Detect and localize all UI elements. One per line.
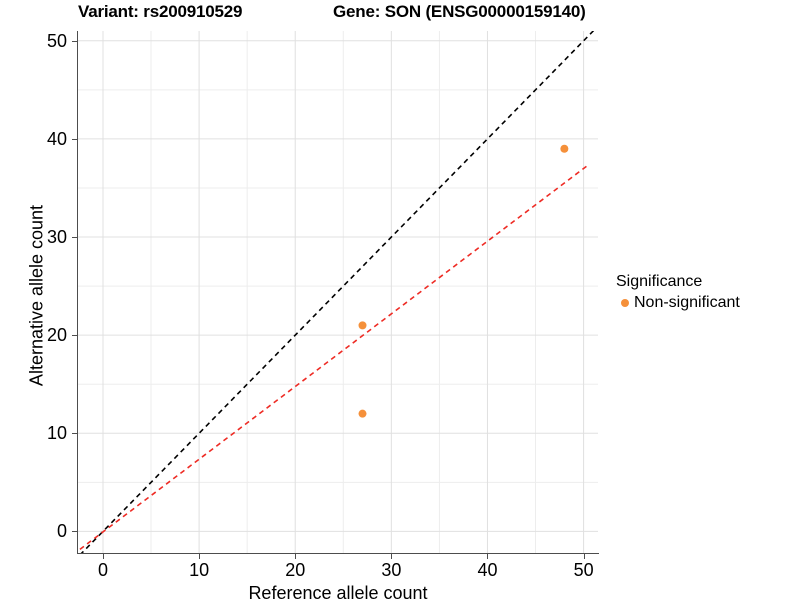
reference-lines (79, 31, 595, 553)
x-tick-label: 40 (477, 560, 498, 580)
y-tick-mark (72, 237, 77, 239)
x-tick-label: 30 (381, 560, 402, 580)
x-tick-mark (199, 554, 201, 559)
identity-line (80, 31, 595, 553)
x-tick-label: 10 (189, 560, 210, 580)
x-tick-label: 0 (97, 560, 108, 580)
y-tick-label: 40 (46, 128, 67, 149)
plot-panel (78, 31, 598, 553)
data-point[interactable] (358, 409, 367, 418)
x-tick-mark (295, 554, 297, 559)
x-tick-mark (487, 554, 489, 559)
y-tick-label: 30 (46, 227, 67, 248)
fit-line (79, 163, 590, 550)
x-tick-label: 50 (573, 560, 594, 580)
plot-title-row: Variant: rs200910529 Gene: SON (ENSG0000… (0, 2, 620, 26)
y-axis-line (77, 31, 78, 554)
data-point[interactable] (560, 144, 569, 153)
legend-item-label: Non-significant (634, 294, 740, 311)
y-tick-mark (72, 138, 77, 140)
x-tick-mark (583, 554, 585, 559)
x-tick-mark (391, 554, 393, 559)
data-point[interactable] (358, 321, 367, 330)
x-tick-mark (102, 554, 104, 559)
major-gridlines (78, 31, 598, 553)
y-tick-label: 0 (56, 521, 67, 542)
y-tick-mark (72, 40, 77, 42)
y-axis-title: Alternative allele count (26, 204, 47, 387)
legend-title: Significance (616, 273, 703, 290)
y-tick-label: 20 (46, 325, 67, 346)
x-axis-title: Reference allele count (248, 583, 428, 603)
y-tick-mark (72, 531, 77, 533)
x-tick-label: 20 (285, 560, 306, 580)
y-tick-label: 10 (46, 423, 67, 444)
y-tick-mark (72, 335, 77, 337)
y-tick-label: 50 (46, 30, 67, 51)
x-axis-line (77, 553, 599, 554)
legend: Significance Non-significant (616, 272, 796, 313)
y-tick-mark (72, 433, 77, 435)
variant-title: Variant: rs200910529 (78, 2, 243, 21)
legend-marker-icon (616, 294, 634, 312)
plot-canvas (78, 31, 598, 553)
orange-dot-icon (621, 299, 629, 307)
legend-item-non-significant[interactable]: Non-significant (616, 293, 796, 313)
minor-gridlines (78, 31, 598, 553)
gene-title: Gene: SON (ENSG00000159140) (333, 2, 586, 21)
data-points-group (358, 144, 569, 418)
